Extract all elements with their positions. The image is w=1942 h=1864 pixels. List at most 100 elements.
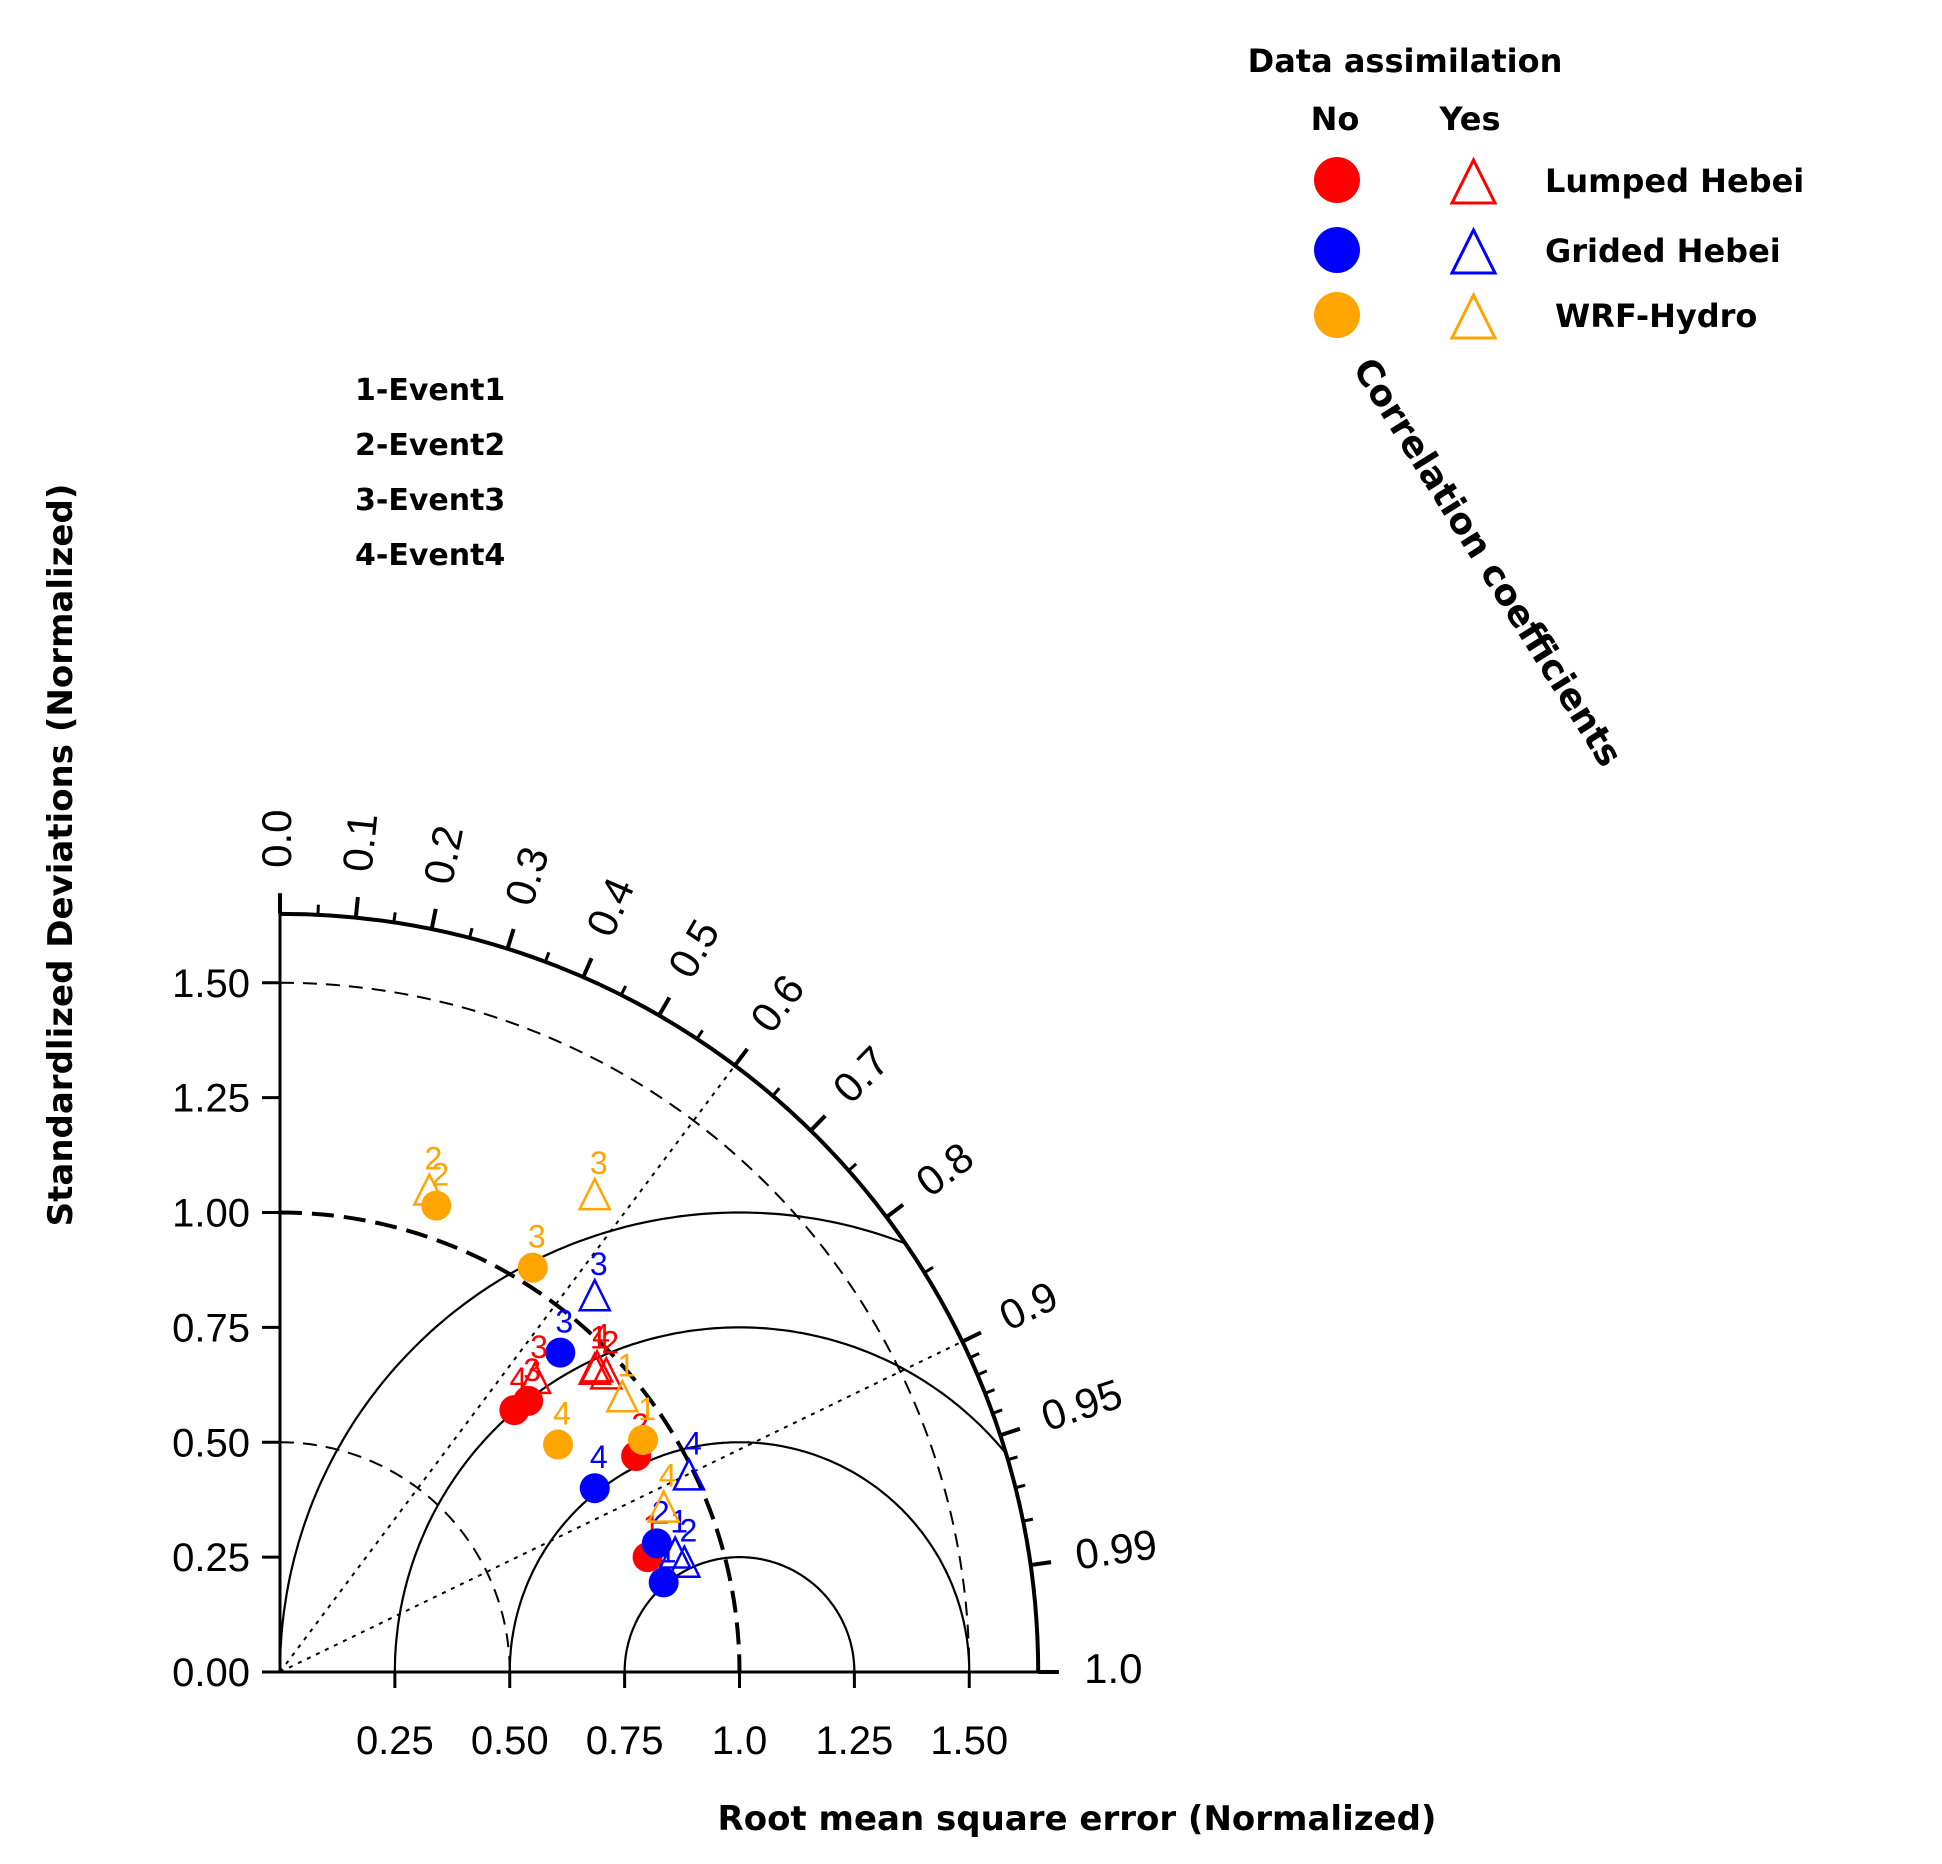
y-tick-label: 0.25 <box>172 1536 250 1580</box>
data-point-label: 3 <box>555 1304 573 1340</box>
data-point-triangle <box>577 1176 612 1211</box>
reference-std-arc <box>279 1210 742 1673</box>
data-point-triangle <box>671 1456 706 1491</box>
std-arc <box>279 981 971 1673</box>
data-point-label: 3 <box>530 1329 548 1365</box>
data-point-triangle <box>605 1378 640 1413</box>
correlation-minor-tick <box>1022 1517 1034 1523</box>
data-point-label: 4 <box>590 1439 608 1475</box>
correlation-tick <box>809 1114 827 1132</box>
std-arc <box>279 1441 511 1673</box>
data-point-circle <box>542 1429 573 1460</box>
legend-marker-lumped-no <box>1314 157 1360 203</box>
correlation-tick <box>657 996 672 1017</box>
correlation-tick-label: 0.0 <box>253 809 300 867</box>
legend-column-yes: Yes <box>1439 100 1501 138</box>
data-point-triangle <box>577 1277 612 1312</box>
y-axis-title: Standardlized Deviations (Normalized) <box>41 484 81 1227</box>
legend-marker-grided-no <box>1314 227 1360 273</box>
correlation-minor-tick <box>984 1388 996 1395</box>
data-point-triangle <box>667 1543 702 1578</box>
data-point-label: 1 <box>590 1320 608 1356</box>
y-tick-label: 1.00 <box>172 1192 250 1236</box>
event-key-item: 2-Event2 <box>355 428 505 463</box>
rmse-circle <box>393 1326 1006 1672</box>
x-tick-label: 1.0 <box>712 1719 768 1763</box>
data-point-triangle <box>589 1355 624 1390</box>
data-point-label: 1 <box>638 1391 656 1427</box>
correlation-ray <box>279 1064 736 1673</box>
correlation-tick-label: 0.6 <box>741 966 814 1041</box>
correlation-minor-tick <box>1007 1455 1018 1462</box>
correlation-minor-tick <box>969 1352 980 1360</box>
correlation-tick-label: 0.99 <box>1072 1520 1160 1578</box>
event-key-item: 1-Event1 <box>355 373 505 408</box>
x-tick-label: 1.50 <box>930 1719 1008 1763</box>
y-tick-label: 0.75 <box>172 1306 250 1350</box>
correlation-minor-tick <box>847 1162 858 1172</box>
correlation-minor-tick <box>695 1029 704 1040</box>
data-point-label: 3 <box>590 1246 608 1282</box>
correlation-tick <box>999 1426 1021 1438</box>
y-tick-label: 0.50 <box>172 1421 250 1465</box>
data-point-circle <box>517 1252 548 1283</box>
axes-layer <box>278 911 1041 1674</box>
data-point-label: 4 <box>684 1425 702 1461</box>
x-tick-label: 0.25 <box>356 1719 434 1763</box>
correlation-tick-label: 0.95 <box>1036 1370 1128 1440</box>
correlation-minor-tick <box>468 927 474 939</box>
correlation-tick-label: 0.9 <box>992 1272 1065 1340</box>
correlation-tick <box>885 1203 905 1219</box>
data-points-layer: 123412341234123412341234 <box>412 1141 706 1598</box>
event-key-item: 3-Event3 <box>355 483 505 518</box>
data-point-label: 4 <box>553 1396 571 1432</box>
correlation-tick-label: 0.5 <box>659 912 729 986</box>
correlation-minor-tick <box>619 985 628 996</box>
correlation-tick-label: 0.8 <box>907 1133 982 1206</box>
correlation-tick <box>733 1047 749 1067</box>
correlation-tick <box>581 957 594 978</box>
data-point-label: 2 <box>424 1141 442 1177</box>
correlation-minor-tick <box>316 904 320 915</box>
data-point-label: 4 <box>592 1317 610 1353</box>
data-point-circle <box>641 1528 672 1559</box>
x-axis-title: Root mean square error (Normalized) <box>718 1799 1437 1839</box>
legend: Data assimilation No Yes Lumped Hebei Gr… <box>1248 42 1804 340</box>
data-point-label: 2 <box>431 1157 449 1193</box>
data-point-label: 4 <box>659 1458 677 1494</box>
data-point-triangle <box>412 1171 447 1206</box>
y-tick-label: 1.25 <box>172 1077 250 1121</box>
data-point-circle <box>499 1395 530 1426</box>
correlation-tick-label: 1.0 <box>1084 1645 1142 1692</box>
correlation-tick <box>353 896 360 918</box>
legend-label-lumped: Lumped Hebei <box>1545 162 1804 200</box>
data-point-circle <box>545 1337 576 1368</box>
legend-label-grided: Grided Hebei <box>1545 232 1781 270</box>
data-point-triangle <box>517 1360 553 1395</box>
data-point-label: 2 <box>601 1324 619 1360</box>
correlation-minor-tick <box>992 1408 1003 1415</box>
correlation-tick <box>505 928 516 950</box>
rmse-circle <box>278 1211 905 1672</box>
legend-label-wrf: WRF-Hydro <box>1555 297 1757 335</box>
data-point-circle <box>648 1567 679 1598</box>
correlation-tick-label: 0.2 <box>414 822 472 889</box>
correlation-minor-tick <box>392 912 397 923</box>
correlation-ray <box>279 1340 963 1673</box>
x-tick-label: 0.75 <box>586 1719 664 1763</box>
correlation-tick-label: 0.1 <box>334 811 387 874</box>
data-point-label: 3 <box>528 1219 546 1255</box>
correlation-minor-tick <box>976 1369 988 1377</box>
data-point-label: 1 <box>617 1347 635 1383</box>
rmse-circle <box>623 1556 856 1672</box>
data-point-label: 3 <box>590 1145 608 1181</box>
correlation-tick <box>961 1330 982 1344</box>
correlation-minor-tick <box>543 951 551 963</box>
correlation-minor-tick <box>1015 1483 1026 1490</box>
data-point-triangle <box>580 1348 615 1383</box>
x-tick-label: 1.25 <box>815 1719 893 1763</box>
event-key-item: 4-Event4 <box>355 538 505 573</box>
grid-layer <box>278 981 1006 1673</box>
tick-layer: 0.00 0.25 0.50 0.75 1.00 1.25 1.50 0.25 0.50 0.75… <box>172 809 1160 1763</box>
